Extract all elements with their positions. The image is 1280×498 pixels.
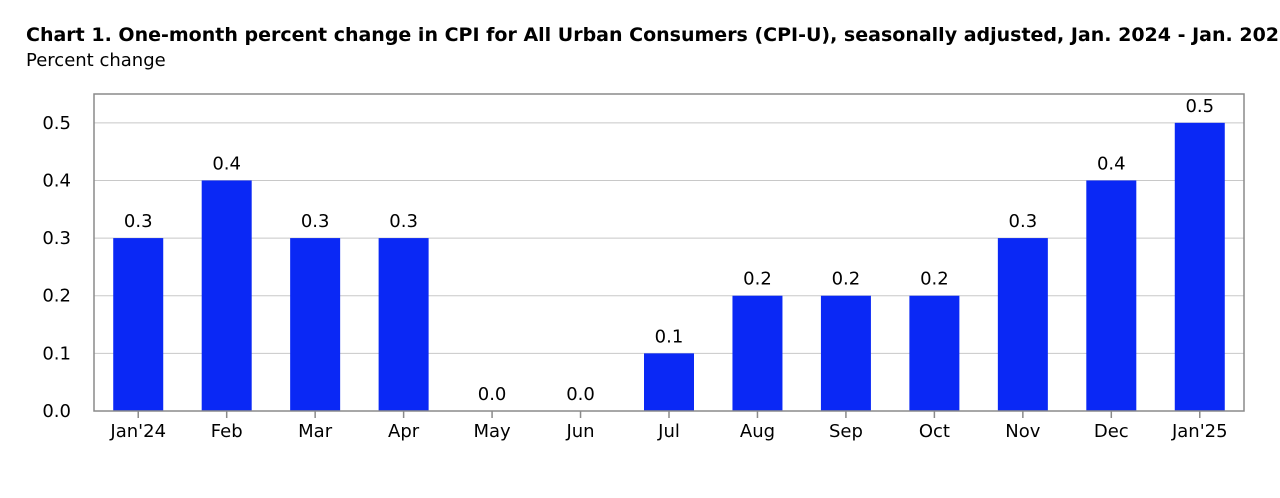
bar — [1086, 180, 1137, 411]
gridlines — [94, 122, 1244, 354]
bar — [909, 295, 960, 411]
x-tick-label: Apr — [388, 421, 420, 442]
data-label: 0.3 — [301, 211, 330, 232]
bar — [378, 238, 429, 411]
data-labels: 0.3 0.4 0.3 0.3 0.0 0.0 0.1 0.2 0.2 0.2 0.3 0.4 0.5 — [124, 96, 1214, 405]
data-label: 0.3 — [389, 211, 418, 232]
data-label: 0.0 — [566, 384, 595, 405]
y-axis-ticks: 0.0 0.1 0.2 0.3 0.4 0.5 — [42, 113, 71, 422]
bars — [113, 122, 1225, 412]
data-label: 0.2 — [832, 269, 861, 290]
y-tick-label: 0.1 — [42, 343, 71, 364]
x-tick-label: Aug — [740, 421, 775, 442]
bar — [113, 238, 164, 411]
x-tick-label: Feb — [211, 421, 243, 442]
data-label: 0.0 — [478, 384, 507, 405]
chart-subtitle: Percent change — [26, 50, 166, 71]
data-label: 0.1 — [655, 326, 684, 347]
x-tick-label: Jan'25 — [1171, 421, 1228, 442]
data-label: 0.3 — [1009, 211, 1038, 232]
data-label: 0.4 — [212, 153, 241, 174]
y-tick-label: 0.4 — [42, 170, 71, 191]
x-tick-label: Jul — [657, 421, 680, 442]
x-axis-ticks: Jan'24 Feb Mar Apr May Jun Jul Aug Sep Oct Nov Dec J… — [109, 411, 1228, 442]
x-tick-label: Jun — [565, 421, 594, 442]
bar — [997, 238, 1048, 411]
chart-title: Chart 1. One-month percent change in CPI… — [26, 24, 1280, 46]
bar — [201, 180, 252, 411]
bar — [732, 295, 783, 411]
data-label: 0.4 — [1097, 153, 1126, 174]
bar — [290, 238, 341, 411]
bar — [820, 295, 871, 411]
x-tick-label: May — [473, 421, 511, 442]
y-tick-label: 0.0 — [42, 401, 71, 422]
x-tick-label: Jan'24 — [109, 421, 166, 442]
y-tick-label: 0.5 — [42, 113, 71, 134]
bar — [644, 353, 694, 411]
bar — [1174, 122, 1225, 412]
data-label: 0.5 — [1185, 96, 1214, 117]
data-label: 0.3 — [124, 211, 153, 232]
y-tick-label: 0.3 — [42, 228, 71, 249]
x-tick-label: Oct — [919, 421, 950, 442]
x-tick-label: Nov — [1005, 421, 1040, 442]
x-tick-label: Dec — [1094, 421, 1129, 442]
x-tick-label: Sep — [829, 421, 863, 442]
data-label: 0.2 — [743, 269, 772, 290]
x-tick-label: Mar — [298, 421, 333, 442]
y-tick-label: 0.2 — [42, 286, 71, 307]
data-label: 0.2 — [920, 269, 949, 290]
